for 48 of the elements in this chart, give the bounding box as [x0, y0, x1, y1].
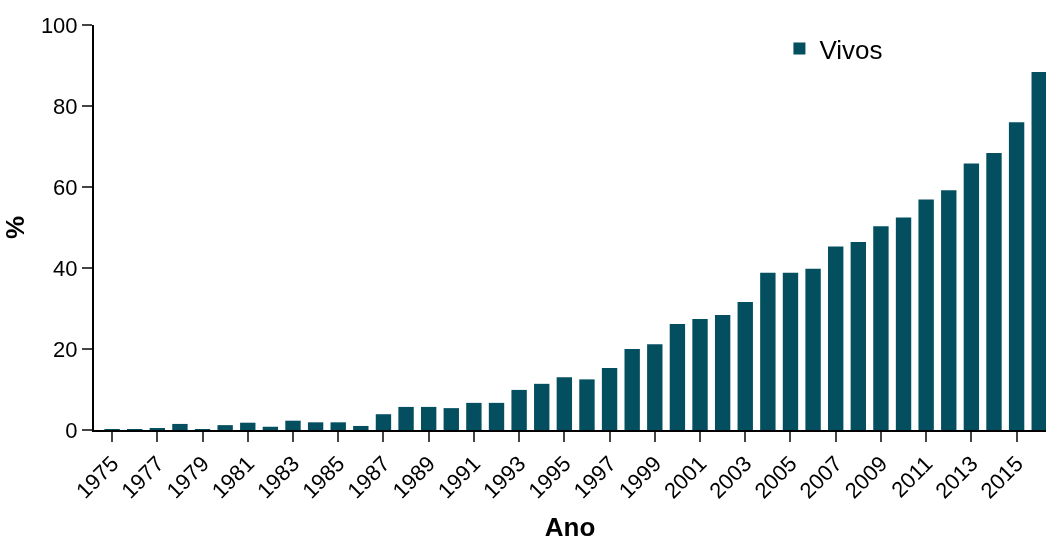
- bar: [149, 427, 165, 430]
- bar: [963, 163, 980, 430]
- bar: [443, 408, 459, 430]
- bar: [1008, 122, 1025, 430]
- bar: [624, 349, 640, 430]
- bar: [873, 226, 889, 430]
- bar: [760, 272, 776, 430]
- bar: [420, 406, 437, 430]
- y-tick-label: 0: [65, 417, 78, 443]
- bar: [647, 344, 663, 430]
- bar: [579, 379, 595, 430]
- bar: [828, 246, 844, 430]
- bar: [782, 272, 799, 430]
- bar: [669, 323, 686, 430]
- bar: [398, 406, 414, 430]
- y-tick-label: 40: [53, 255, 78, 281]
- bar: [1031, 71, 1046, 430]
- bar: [240, 422, 256, 430]
- bar: [330, 422, 346, 430]
- bar: [262, 426, 279, 430]
- y-tick-label: 100: [40, 12, 78, 38]
- bar: [511, 389, 527, 430]
- bar: [692, 319, 708, 430]
- y-tick-label: 20: [53, 336, 78, 362]
- bar: [172, 423, 188, 430]
- x-axis-title: Ano: [544, 511, 596, 542]
- bar: [986, 152, 1002, 430]
- bar: [895, 217, 912, 430]
- bar: [488, 402, 505, 430]
- bar: [805, 268, 821, 430]
- bar: [217, 425, 233, 430]
- bar: [375, 414, 392, 430]
- y-tick-label: 60: [53, 174, 78, 200]
- bar: [918, 199, 934, 430]
- y-axis-title: %: [0, 215, 30, 240]
- bar: [307, 422, 324, 430]
- bar: [556, 377, 573, 430]
- legend-label: Vivos: [819, 34, 883, 65]
- bar: [466, 402, 482, 430]
- bar: [353, 425, 369, 430]
- bar: [941, 190, 957, 430]
- y-tick-label: 80: [53, 93, 78, 119]
- bar: [737, 302, 753, 430]
- bar: [601, 368, 618, 430]
- bar: [714, 314, 731, 430]
- bar: [285, 420, 301, 430]
- bar: [534, 383, 550, 430]
- bar: [850, 242, 866, 430]
